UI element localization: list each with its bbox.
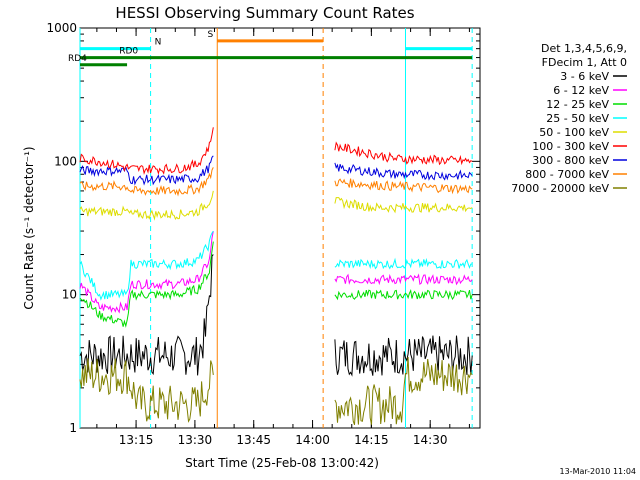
- flag-label: N: [155, 38, 162, 48]
- series-line-2: [79, 231, 214, 314]
- legend-entry-label: 7000 - 20000 keV: [511, 182, 609, 195]
- legend-entry-label: 6 - 12 keV: [553, 84, 609, 97]
- flag-label: RD0: [119, 47, 138, 57]
- legend: Det 1,3,4,5,6,9,FDecim 1, Att 03 - 6 keV…: [511, 42, 627, 195]
- x-tick-label: 14:30: [413, 433, 448, 447]
- legend-entry-label: 50 - 100 keV: [539, 126, 609, 139]
- x-axis-label: Start Time (25-Feb-08 13:00:42): [185, 456, 379, 470]
- y-tick-label: 1000: [46, 21, 77, 35]
- series-line-8: [79, 127, 214, 176]
- plot-area: 1 10 100 1000 13:15 13:30 13:45 14:00 14:15 14:30…: [46, 21, 481, 447]
- y-axis-label: Count Rate (s⁻¹ detector⁻¹): [22, 146, 36, 309]
- legend-header: Det 1,3,4,5,6,9,: [541, 42, 627, 55]
- series-line-5: [334, 197, 473, 214]
- legend-entry-label: 300 - 800 keV: [532, 154, 609, 167]
- series-line-5: [79, 190, 214, 221]
- footer-timestamp: 13-Mar-2010 11:04: [560, 467, 637, 476]
- legend-entry-label: 25 - 50 keV: [546, 112, 609, 125]
- x-tick-label: 14:00: [295, 433, 330, 447]
- legend-entry-label: 100 - 300 keV: [532, 140, 609, 153]
- plot-frame: [79, 27, 481, 429]
- chart-title: HESSI Observing Summary Count Rates: [115, 4, 414, 22]
- legend-entry-label: 12 - 25 keV: [546, 98, 609, 111]
- x-tick-label: 14:15: [354, 433, 389, 447]
- series-line-0: [79, 254, 214, 376]
- y-tick-label: 10: [62, 288, 77, 302]
- flag-label: S: [208, 30, 214, 40]
- legend-entry-label: 800 - 7000 keV: [525, 168, 609, 181]
- legend-header: FDecim 1, Att 0: [542, 56, 627, 69]
- series-line-1: [334, 356, 473, 425]
- series-line-4: [79, 230, 214, 301]
- series-line-0: [334, 335, 473, 377]
- series-line-7: [334, 162, 473, 181]
- series-line-2: [334, 273, 473, 286]
- series-line-6: [334, 178, 473, 195]
- series-line-1: [79, 358, 214, 423]
- y-tick-label: 1: [69, 421, 77, 435]
- y-tick-label: 100: [54, 154, 77, 168]
- series-line-6: [79, 167, 214, 197]
- x-tick-label: 13:45: [236, 433, 271, 447]
- series-line-4: [334, 257, 473, 270]
- legend-entry-label: 3 - 6 keV: [560, 70, 609, 83]
- series-line-3: [334, 288, 473, 301]
- flag-label: RD4: [68, 54, 87, 64]
- x-tick-label: 13:15: [119, 433, 154, 447]
- series-line-7: [79, 155, 214, 186]
- series-line-8: [334, 141, 473, 166]
- series-line-3: [79, 241, 214, 328]
- x-tick-label: 13:30: [178, 433, 213, 447]
